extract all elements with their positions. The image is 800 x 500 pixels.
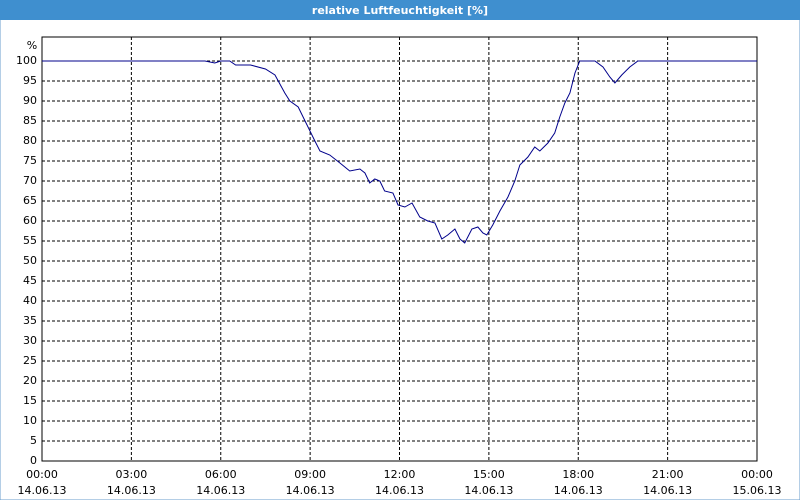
y-axis-label: % xyxy=(27,39,37,52)
y-tick-label: 85 xyxy=(23,114,37,127)
x-tick-date: 14.06.13 xyxy=(554,484,603,497)
y-tick-label: 20 xyxy=(23,374,37,387)
y-tick-label: 40 xyxy=(23,294,37,307)
line xyxy=(42,60,757,244)
x-tick-date: 14.06.13 xyxy=(464,484,513,497)
y-tick-label: 90 xyxy=(23,94,37,107)
y-tick-label: 15 xyxy=(23,394,37,407)
y-tick-label: 10 xyxy=(23,414,37,427)
x-tick-label: 03:00 xyxy=(116,468,148,481)
y-tick-label: 25 xyxy=(23,354,37,367)
x-tick-label: 15:00 xyxy=(473,468,505,481)
y-tick-label: 0 xyxy=(30,454,37,467)
x-tick-date: 14.06.13 xyxy=(107,484,156,497)
y-tick-label: 75 xyxy=(23,154,37,167)
y-tick-label: 50 xyxy=(23,254,37,267)
x-tick-label: 00:00 xyxy=(741,468,773,481)
y-tick-label: 30 xyxy=(23,334,37,347)
y-tick-label: 100 xyxy=(16,54,37,67)
y-tick-label: 35 xyxy=(23,314,37,327)
x-tick-label: 00:00 xyxy=(26,468,58,481)
x-tick-date: 14.06.13 xyxy=(286,484,335,497)
x-tick-date: 15.06.13 xyxy=(733,484,782,497)
x-tick-date: 14.06.13 xyxy=(643,484,692,497)
x-tick-label: 12:00 xyxy=(384,468,416,481)
x-tick-label: 18:00 xyxy=(562,468,594,481)
x-tick-label: 21:00 xyxy=(652,468,684,481)
x-tick-label: 06:00 xyxy=(205,468,237,481)
y-tick-label: 95 xyxy=(23,74,37,87)
y-tick-label: 5 xyxy=(30,434,37,447)
y-tick-label: 60 xyxy=(23,214,37,227)
title-bar xyxy=(0,0,800,20)
plot-border xyxy=(41,36,758,462)
chart-title: relative Luftfeuchtigkeit [%] xyxy=(312,4,488,17)
y-tick-label: 70 xyxy=(23,174,37,187)
x-tick-date: 14.06.13 xyxy=(375,484,424,497)
y-tick-label: 80 xyxy=(23,134,37,147)
y-tick-label: 65 xyxy=(23,194,37,207)
x-tick-label: 09:00 xyxy=(294,468,326,481)
y-tick-label: 55 xyxy=(23,234,37,247)
y-tick-label: 45 xyxy=(23,274,37,287)
x-tick-date: 14.06.13 xyxy=(196,484,245,497)
x-tick-date: 14.06.13 xyxy=(18,484,67,497)
